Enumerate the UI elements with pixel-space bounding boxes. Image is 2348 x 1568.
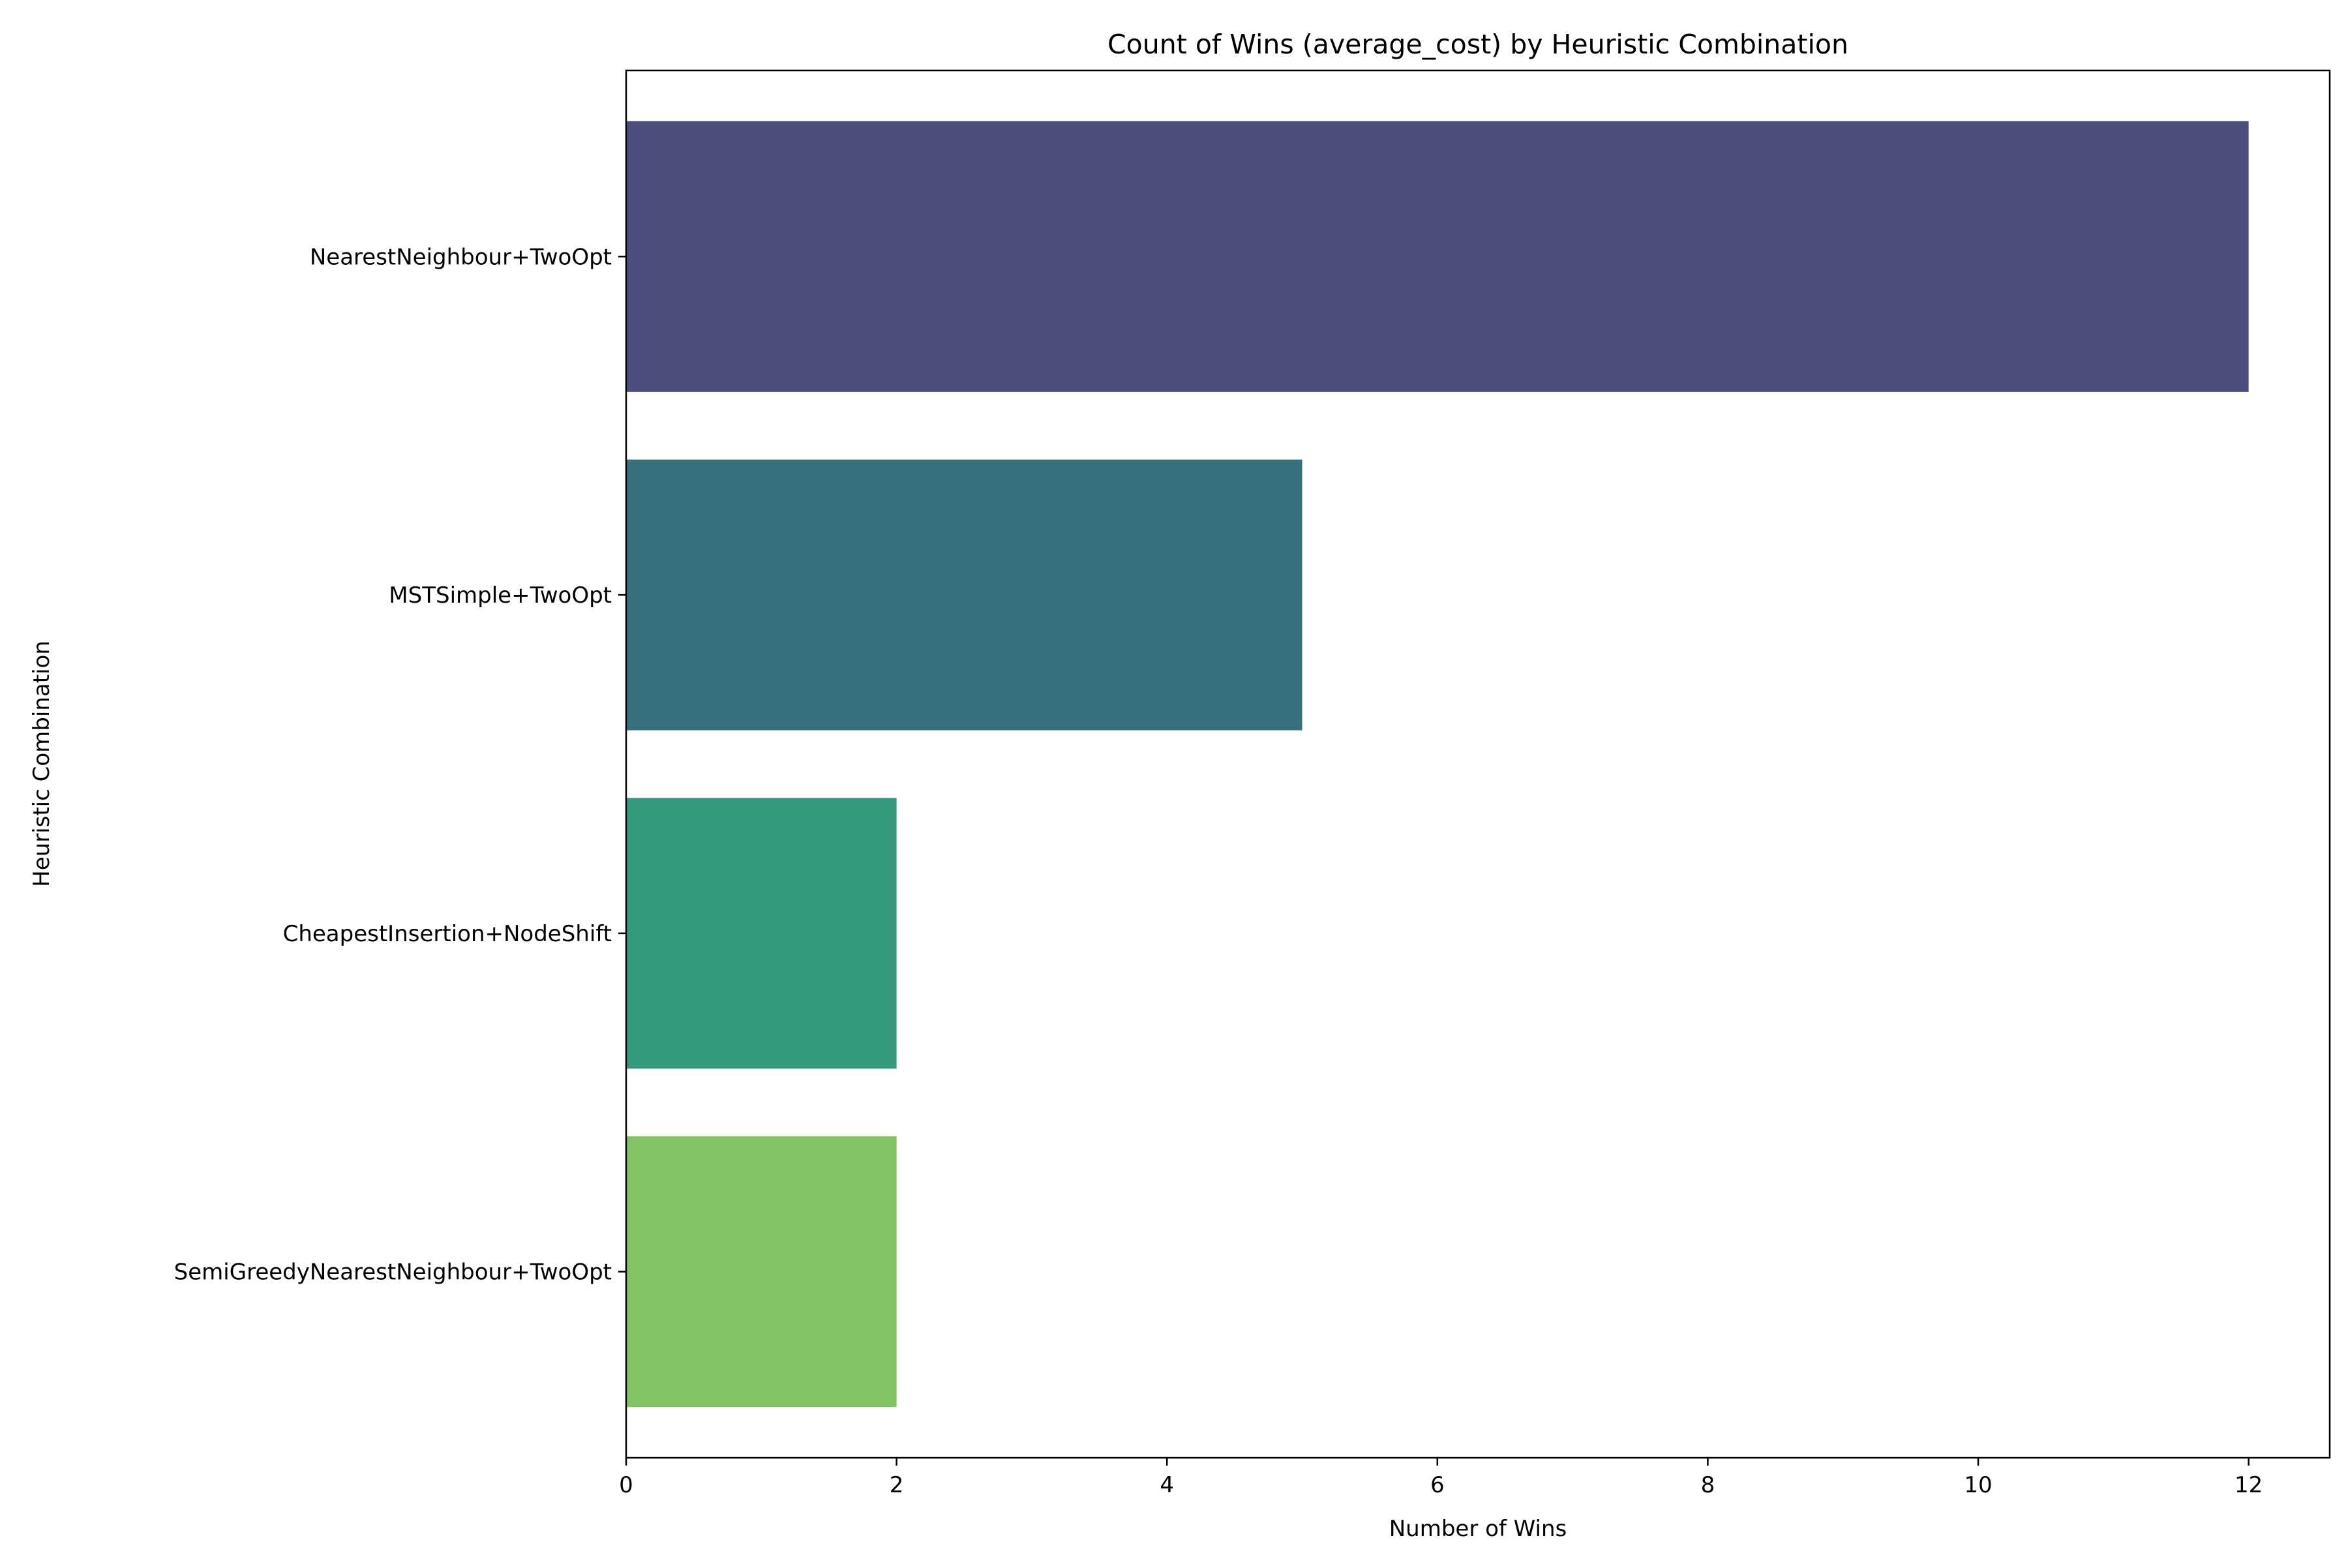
x-tick-label: 10 bbox=[1964, 1472, 1992, 1498]
y-axis-ticks: NearestNeighbour+TwoOpt MSTSimple+TwoOpt C… bbox=[174, 244, 626, 1286]
x-tick-label: 4 bbox=[1160, 1472, 1174, 1498]
bar-mstsimple-twoopt bbox=[626, 459, 1302, 731]
bars-layer bbox=[626, 121, 2249, 1408]
y-tick-label: CheapestInsertion+NodeShift bbox=[283, 921, 612, 947]
x-tick-label: 6 bbox=[1430, 1472, 1445, 1498]
x-axis-label: Number of Wins bbox=[1389, 1516, 1567, 1542]
bar-nearestneighbour-twoopt bbox=[626, 121, 2249, 392]
bar-semigreedynearestneighbour-twoopt bbox=[626, 1136, 897, 1408]
axes-frame bbox=[625, 69, 2331, 1459]
y-axis-label: Heuristic Combination bbox=[29, 641, 55, 887]
x-axis-ticks: 0 2 4 6 8 10 12 bbox=[619, 1458, 2263, 1498]
x-tick-label: 2 bbox=[890, 1472, 904, 1498]
bar-cheapestinsertion-nodeshift bbox=[626, 798, 897, 1069]
y-tick-label: SemiGreedyNearestNeighbour+TwoOpt bbox=[174, 1259, 612, 1286]
y-tick-label: MSTSimple+TwoOpt bbox=[389, 582, 612, 609]
x-tick-label: 8 bbox=[1701, 1472, 1715, 1498]
x-tick-label: 0 bbox=[619, 1472, 633, 1498]
x-tick-label: 12 bbox=[2235, 1472, 2263, 1498]
y-tick-label: NearestNeighbour+TwoOpt bbox=[310, 244, 612, 270]
chart-title: Count of Wins (average_cost) by Heuristi… bbox=[1107, 29, 1848, 60]
